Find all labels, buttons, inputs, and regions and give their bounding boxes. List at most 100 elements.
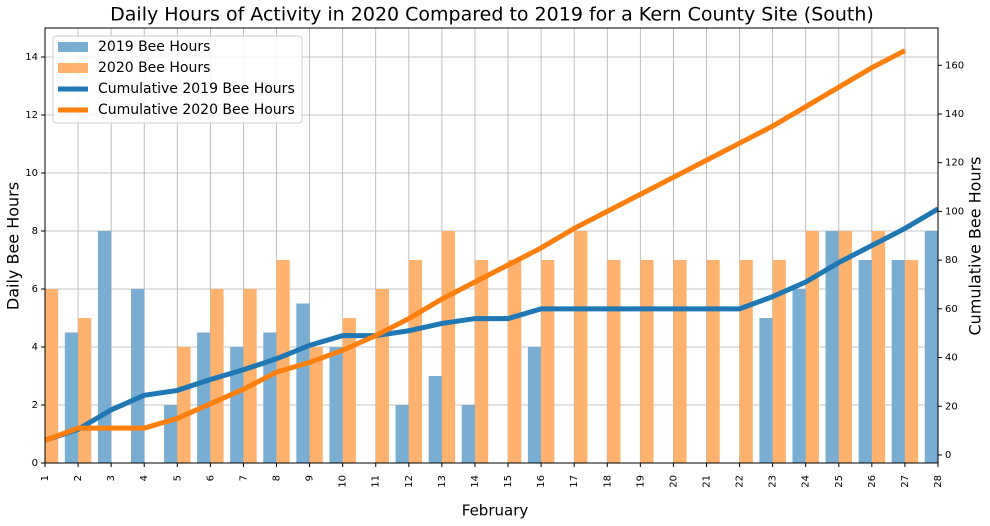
bar (395, 405, 409, 463)
bar (871, 231, 886, 463)
y2-tick-label: 0 (945, 450, 951, 461)
y-tick-label: 14 (25, 52, 38, 63)
x-tick-label: 17 (569, 475, 580, 488)
bar (891, 260, 905, 463)
bar (296, 303, 310, 463)
bar (640, 260, 654, 463)
x-tick-label: 18 (602, 475, 613, 488)
x-tick-label: 4 (139, 475, 150, 481)
bar (375, 289, 389, 463)
bar (772, 260, 786, 463)
bar (263, 332, 277, 463)
legend-label: Cumulative 2020 Bee Hours (98, 102, 295, 118)
bar (329, 347, 343, 463)
legend-swatch (58, 42, 88, 52)
x-tick-label: 11 (371, 475, 382, 488)
bar (924, 231, 938, 463)
line (45, 48, 907, 443)
x-tick-label: 13 (437, 475, 448, 488)
y-tick-label: 10 (25, 168, 38, 179)
plot-area (32, 48, 938, 463)
bar (527, 347, 542, 463)
y2-tick-label: 160 (945, 60, 964, 71)
x-tick-label: 23 (768, 475, 779, 488)
y2-tick-label: 80 (945, 255, 958, 266)
line (45, 206, 938, 443)
x-tick-label: 7 (238, 475, 249, 481)
legend-label: 2019 Bee Hours (98, 39, 210, 55)
bar (805, 231, 819, 463)
bar (441, 231, 456, 463)
y2-tick-label: 60 (945, 304, 958, 315)
bar (45, 289, 59, 463)
y-tick-label: 0 (32, 458, 38, 469)
chart-title: Daily Hours of Activity in 2020 Compared… (110, 4, 874, 26)
bar (759, 318, 773, 463)
bar (673, 260, 687, 463)
x-tick-label: 20 (668, 475, 679, 488)
y2-tick-label: 20 (945, 401, 958, 412)
bar (541, 260, 555, 463)
x-tick-label: 22 (735, 475, 746, 488)
bar (342, 318, 356, 463)
bar (230, 347, 244, 463)
bar (825, 231, 839, 463)
bar (64, 332, 79, 463)
y-tick-label: 4 (32, 342, 38, 353)
x-tick-label: 3 (106, 475, 117, 481)
bar (164, 405, 178, 463)
bar (177, 347, 191, 463)
y-tick-label: 6 (32, 284, 38, 295)
legend-label: Cumulative 2019 Bee Hours (98, 81, 295, 97)
bar (197, 332, 211, 463)
legend: 2019 Bee Hours 2020 Bee Hours Cumulative 2… (52, 35, 303, 124)
bar (508, 260, 522, 463)
legend-swatch (58, 63, 88, 73)
bar (461, 405, 475, 463)
bar (78, 318, 92, 463)
legend-label: 2020 Bee Hours (98, 60, 210, 76)
x-tick-label: 28 (933, 475, 944, 488)
x-tick-label: 10 (338, 475, 349, 488)
bar (858, 260, 872, 463)
y2-axis-label: Cumulative Bee Hours (966, 156, 985, 335)
x-tick-label: 27 (900, 475, 911, 488)
x-tick-label: 19 (635, 475, 646, 488)
x-tick-label: 14 (470, 475, 481, 488)
x-tick-label: 25 (834, 475, 845, 488)
bar (838, 231, 853, 463)
x-tick-label: 6 (205, 475, 216, 481)
x-tick-label: 9 (305, 475, 316, 481)
bar (243, 289, 257, 463)
bar (276, 260, 290, 463)
bar (607, 260, 621, 463)
y2-tick-label: 100 (945, 206, 964, 217)
x-tick-label: 5 (172, 475, 183, 481)
bar (904, 260, 919, 463)
bar (309, 347, 323, 463)
bar (428, 376, 442, 463)
x-axis-label: February (462, 502, 529, 520)
bar (706, 260, 720, 463)
bar (792, 289, 806, 463)
x-tick-label: 16 (536, 475, 547, 488)
y-tick-label: 12 (25, 110, 38, 121)
y-tick-label: 2 (32, 400, 38, 411)
bar (32, 289, 45, 463)
legend-box (52, 35, 303, 124)
y2-tick-label: 140 (945, 109, 964, 120)
bar (474, 260, 489, 463)
bar (574, 231, 588, 463)
x-tick-label: 8 (272, 475, 283, 481)
y-axis-label: Daily Bee Hours (4, 182, 23, 310)
bar (408, 260, 423, 463)
bar (739, 260, 753, 463)
x-tick-label: 24 (801, 475, 812, 488)
x-tick-label: 1 (40, 475, 51, 481)
x-tick-label: 21 (701, 475, 712, 488)
x-tick-label: 15 (503, 475, 514, 488)
x-tick-label: 26 (867, 475, 878, 488)
plot-frame (44, 27, 939, 464)
bar (97, 231, 112, 463)
